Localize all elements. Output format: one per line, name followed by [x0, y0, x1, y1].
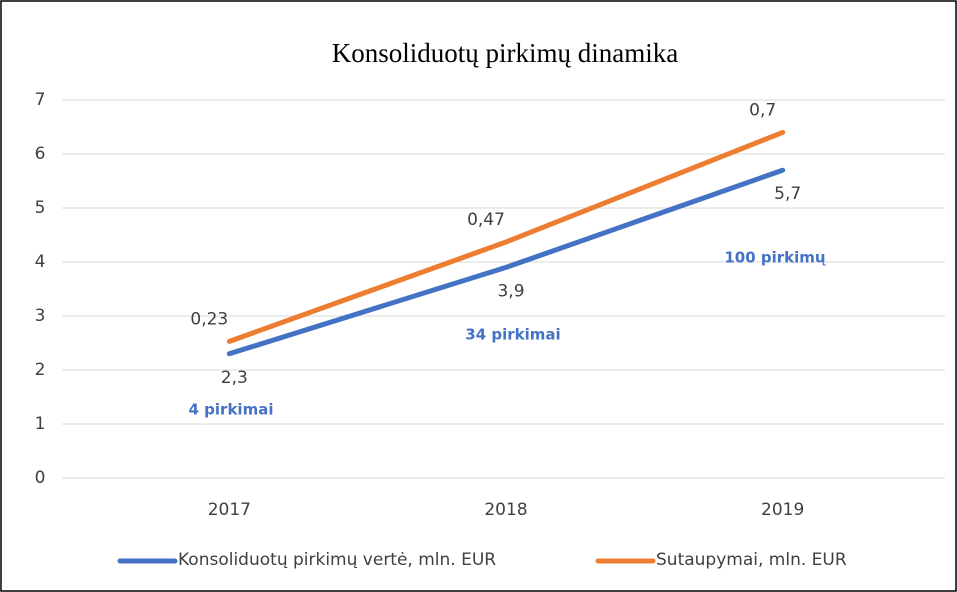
- data-label: 3,9: [497, 281, 524, 301]
- x-tick-label: 2019: [761, 500, 804, 520]
- chart-title: Konsoliduotų pirkimų dinamika: [332, 38, 678, 68]
- data-label: 0,47: [467, 210, 505, 230]
- annotation: 4 pirkimai: [189, 401, 274, 419]
- y-tick-label: 4: [35, 252, 46, 272]
- annotation: 34 pirkimai: [465, 326, 560, 344]
- y-tick-label: 2: [35, 360, 46, 380]
- x-tick-label: 2018: [484, 500, 527, 520]
- y-tick-label: 7: [35, 90, 46, 110]
- data-label: 0,7: [749, 100, 776, 120]
- data-label: 5,7: [774, 184, 801, 204]
- data-label: 2,3: [221, 368, 248, 388]
- data-label: 0,23: [190, 309, 228, 329]
- y-tick-label: 6: [35, 144, 46, 164]
- legend-label: Sutaupymai, mln. EUR: [656, 550, 847, 570]
- y-tick-label: 0: [35, 468, 46, 488]
- y-tick-label: 5: [35, 198, 46, 218]
- annotation: 100 pirkimų: [724, 249, 826, 267]
- y-tick-label: 3: [35, 306, 46, 326]
- x-tick-label: 2017: [208, 500, 251, 520]
- y-tick-label: 1: [35, 414, 46, 434]
- series-line: [226, 129, 786, 344]
- series-line: [226, 167, 786, 357]
- legend-label: Konsoliduotų pirkimų vertė, mln. EUR: [178, 550, 496, 570]
